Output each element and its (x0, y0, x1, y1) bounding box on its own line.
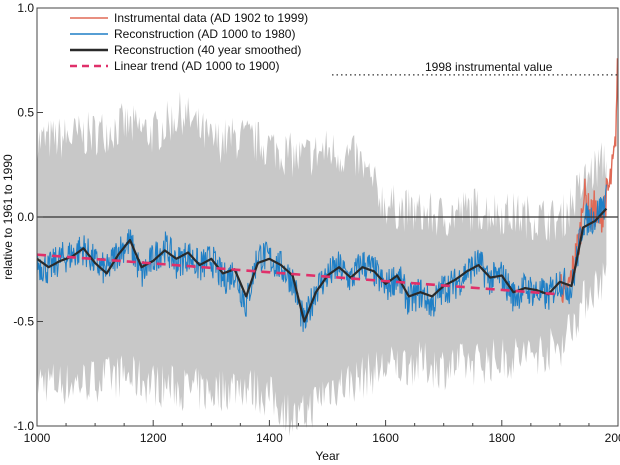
y-tick-label: -0.5 (13, 315, 34, 329)
x-tick-label: 1600 (372, 431, 399, 445)
y-tick-label: 0.0 (17, 210, 34, 224)
x-tick-label: 2000 (605, 431, 620, 445)
legend-label: Reconstruction (40 year smoothed) (114, 43, 301, 57)
smoothed-series-line (36, 207, 608, 323)
uncertainty-band-layer (37, 91, 607, 437)
legend-label: Instrumental data (AD 1902 to 1999) (114, 11, 308, 25)
uncertainty-band (37, 91, 607, 437)
x-axis-title: Year (315, 449, 339, 463)
linear-trend-line (36, 253, 560, 296)
annotation-1998-label: 1998 instrumental value (425, 60, 553, 74)
x-tick-label: 1400 (256, 431, 283, 445)
x-tick-label: 1800 (488, 431, 515, 445)
series-layer (36, 58, 619, 332)
x-tick-label: 1200 (140, 431, 167, 445)
y-tick-label: 1.0 (17, 1, 34, 15)
instrumental-series-line (560, 58, 619, 303)
legend-label: Linear trend (AD 1000 to 1900) (114, 59, 279, 73)
y-tick-label: 0.5 (17, 106, 34, 120)
legend: Instrumental data (AD 1902 to 1999) Recon… (70, 11, 308, 73)
y-tick-label: -1.0 (13, 419, 34, 433)
y-axis-title: relative to 1961 to 1990 (1, 154, 15, 280)
x-tick-label: 1000 (24, 431, 51, 445)
legend-label: Reconstruction (AD 1000 to 1980) (114, 27, 295, 41)
